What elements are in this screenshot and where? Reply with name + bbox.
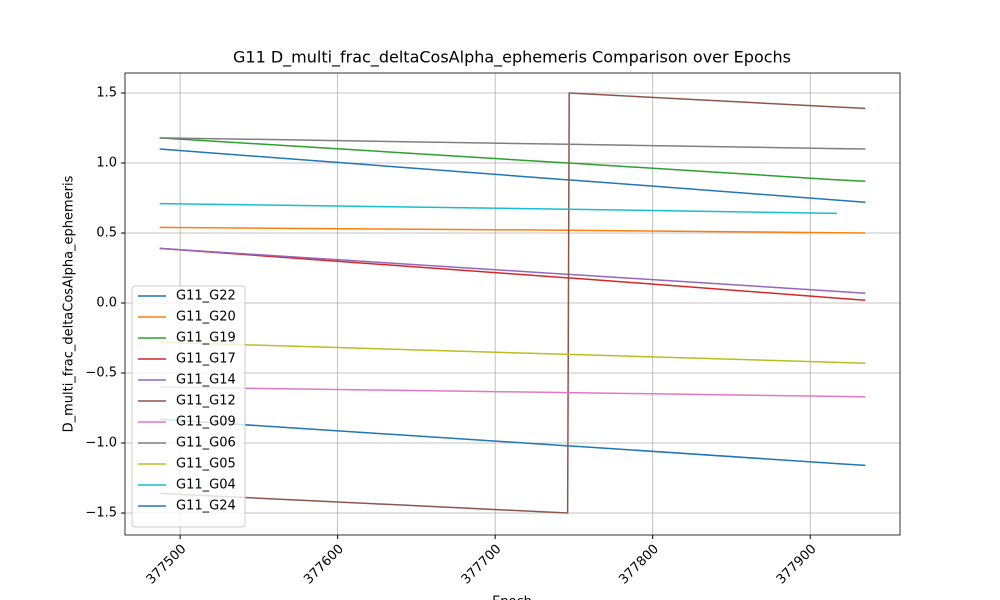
legend-label: G11_G17 xyxy=(176,352,236,367)
legend-label: G11_G14 xyxy=(176,373,236,388)
legend-label: G11_G22 xyxy=(176,289,236,304)
legend-label: G11_G20 xyxy=(176,310,236,325)
series-line xyxy=(159,202,838,215)
y-tick-label: 0.0 xyxy=(96,296,117,311)
y-tick-label: 1.5 xyxy=(96,86,117,101)
legend-label: G11_G06 xyxy=(176,436,236,451)
axes-frame xyxy=(124,72,901,536)
legend-label: G11_G05 xyxy=(176,457,236,472)
series-line xyxy=(159,247,866,294)
x-tick-label: 377900 xyxy=(774,542,820,588)
legend-label: G11_G09 xyxy=(176,415,236,430)
series-line xyxy=(159,341,866,364)
y-tick-label: −0.5 xyxy=(85,366,117,381)
y-tick-label: −1.0 xyxy=(85,436,117,451)
series-line xyxy=(159,386,866,398)
series-line xyxy=(159,137,866,150)
x-tick-label: 377500 xyxy=(144,542,190,588)
series-line xyxy=(159,137,866,182)
x-tick-label: 377700 xyxy=(459,542,505,588)
legend-label: G11_G19 xyxy=(176,331,236,346)
x-tick-label: 377800 xyxy=(616,542,662,588)
legend-box xyxy=(131,285,246,528)
series-line xyxy=(159,418,866,467)
legend-label: G11_G24 xyxy=(176,499,236,514)
legend: G11_G22 G11_G20 G11_G19 G11_G17 G11_G14 G11_G… xyxy=(131,285,246,528)
x-tick-label: 377600 xyxy=(301,542,347,588)
y-axis-label: D_multi_frac_deltaCosAlpha_ephemeris xyxy=(62,175,77,432)
chart-title: G11 D_multi_frac_deltaCosAlpha_ephemeris… xyxy=(233,48,791,68)
series-line xyxy=(159,247,866,301)
x-axis-label: Epoch xyxy=(492,595,532,600)
y-tick-label: 0.5 xyxy=(96,226,117,241)
y-tick-label: 1.0 xyxy=(96,156,117,171)
series-line xyxy=(159,92,866,514)
series-line xyxy=(159,226,866,234)
legend-label: G11_G04 xyxy=(176,478,236,493)
y-tick-label: −1.5 xyxy=(85,506,117,521)
legend-label: G11_G12 xyxy=(176,394,236,409)
